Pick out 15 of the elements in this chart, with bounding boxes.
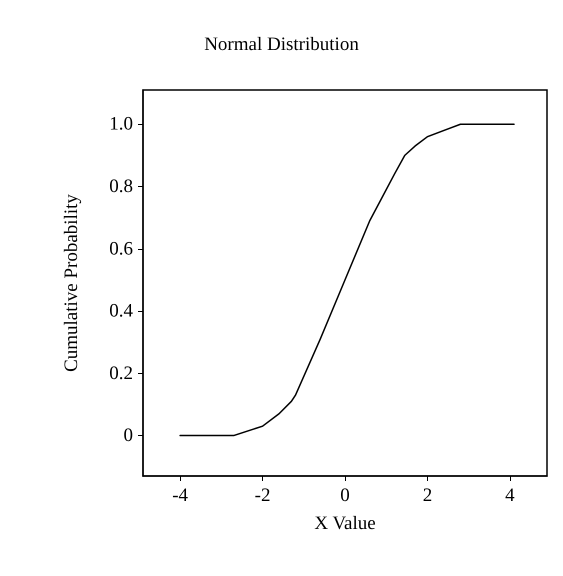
- y-tick-label: 0.6: [109, 238, 133, 260]
- x-tick-label: 0: [340, 485, 350, 506]
- y-axis-title: Cumulative Probability: [61, 194, 82, 372]
- x-tick-label: 4: [505, 485, 516, 506]
- y-tick-label: 0.4: [109, 300, 134, 322]
- chart-title: Normal Distribution: [204, 34, 360, 55]
- x-tick-label: -4: [172, 485, 189, 506]
- y-tick-label: 1.0: [109, 114, 133, 135]
- y-tick-label: 0: [124, 425, 133, 446]
- line-series: [179, 123, 515, 436]
- y-tick-label: 0.2: [109, 362, 133, 384]
- x-axis-title: X Value: [314, 513, 376, 534]
- x-tick-label: 2: [422, 485, 432, 506]
- y-tick-label: 0.8: [109, 176, 133, 197]
- x-tick-label: -2: [254, 485, 270, 506]
